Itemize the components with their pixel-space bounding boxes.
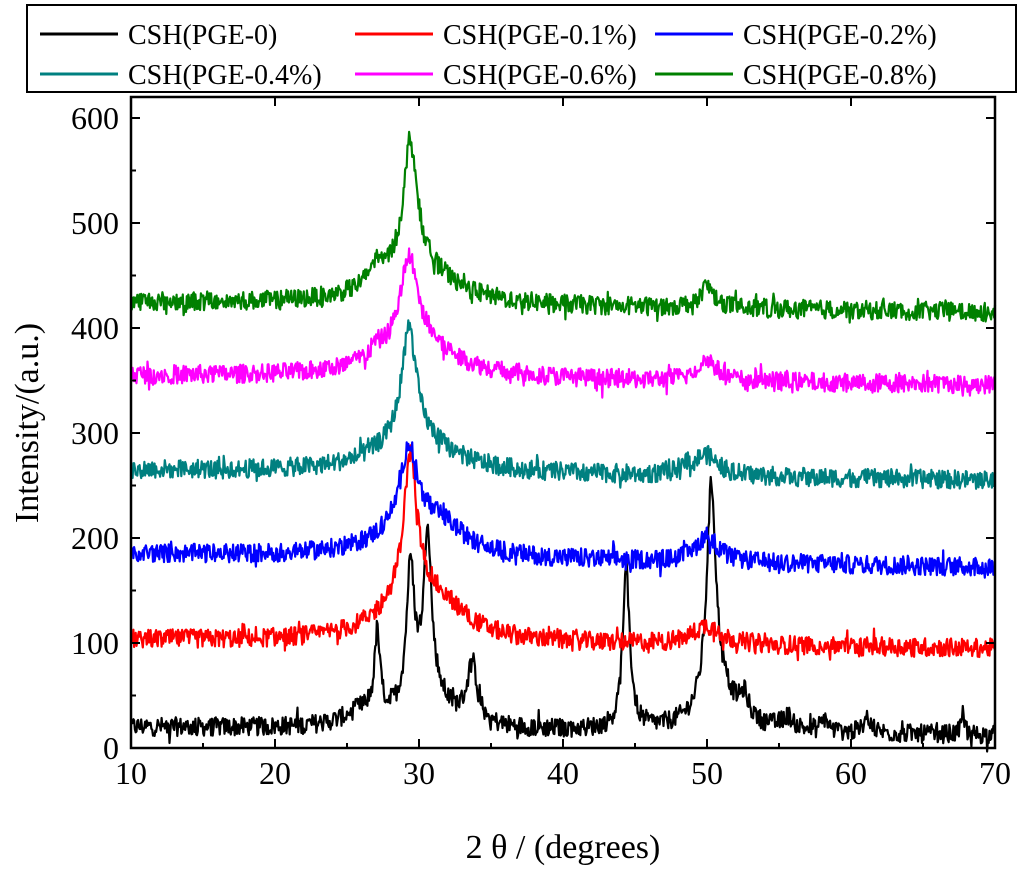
x-tick-label: 40: [547, 755, 579, 791]
legend-label-0: CSH(PGE-0): [128, 20, 277, 51]
y-tick-label: 300: [71, 415, 119, 451]
series-line-3: [129, 319, 997, 490]
x-tick-label: 60: [835, 755, 867, 791]
x-tick-label: 10: [115, 755, 147, 791]
series-line-1: [129, 444, 997, 662]
series-layer: [129, 130, 997, 753]
x-tick-label: 30: [403, 755, 435, 791]
series-line-2: [130, 441, 997, 579]
legend-label-1: CSH(PGE-0.1%): [443, 20, 637, 51]
x-tick-label: 20: [259, 755, 291, 791]
plot-frame: [129, 95, 997, 750]
y-tick-label: 400: [71, 310, 119, 346]
x-tick-label: 70: [979, 755, 1011, 791]
y-tick-label: 100: [71, 625, 119, 661]
y-tick-label: 0: [103, 730, 119, 766]
series-line-0: [129, 475, 997, 753]
legend: CSH(PGE-0) CSH(PGE-0.1%) CSH(PGE-0.2%) CSH(…: [26, 4, 1017, 93]
axis-ticks: 10 20 30 40 50 60 70 0 100 200 300 400 500 600: [71, 97, 1011, 791]
x-tick-label: 50: [691, 755, 723, 791]
legend-label-4: CSH(PGE-0.6%): [443, 60, 637, 91]
series-line-5: [130, 130, 997, 324]
y-axis-label: Intensity/(a.u.): [9, 323, 46, 523]
legend-label-3: CSH(PGE-0.4%): [128, 60, 322, 91]
x-axis-label: 2 θ / (degrees): [466, 829, 661, 866]
legend-label-2: CSH(PGE-0.2%): [743, 20, 937, 51]
y-tick-label: 200: [71, 520, 119, 556]
series-line-4: [130, 247, 997, 399]
legend-box: [26, 4, 1017, 93]
y-tick-label: 600: [71, 100, 119, 136]
legend-label-5: CSH(PGE-0.8%): [743, 60, 937, 91]
y-tick-label: 500: [71, 205, 119, 241]
